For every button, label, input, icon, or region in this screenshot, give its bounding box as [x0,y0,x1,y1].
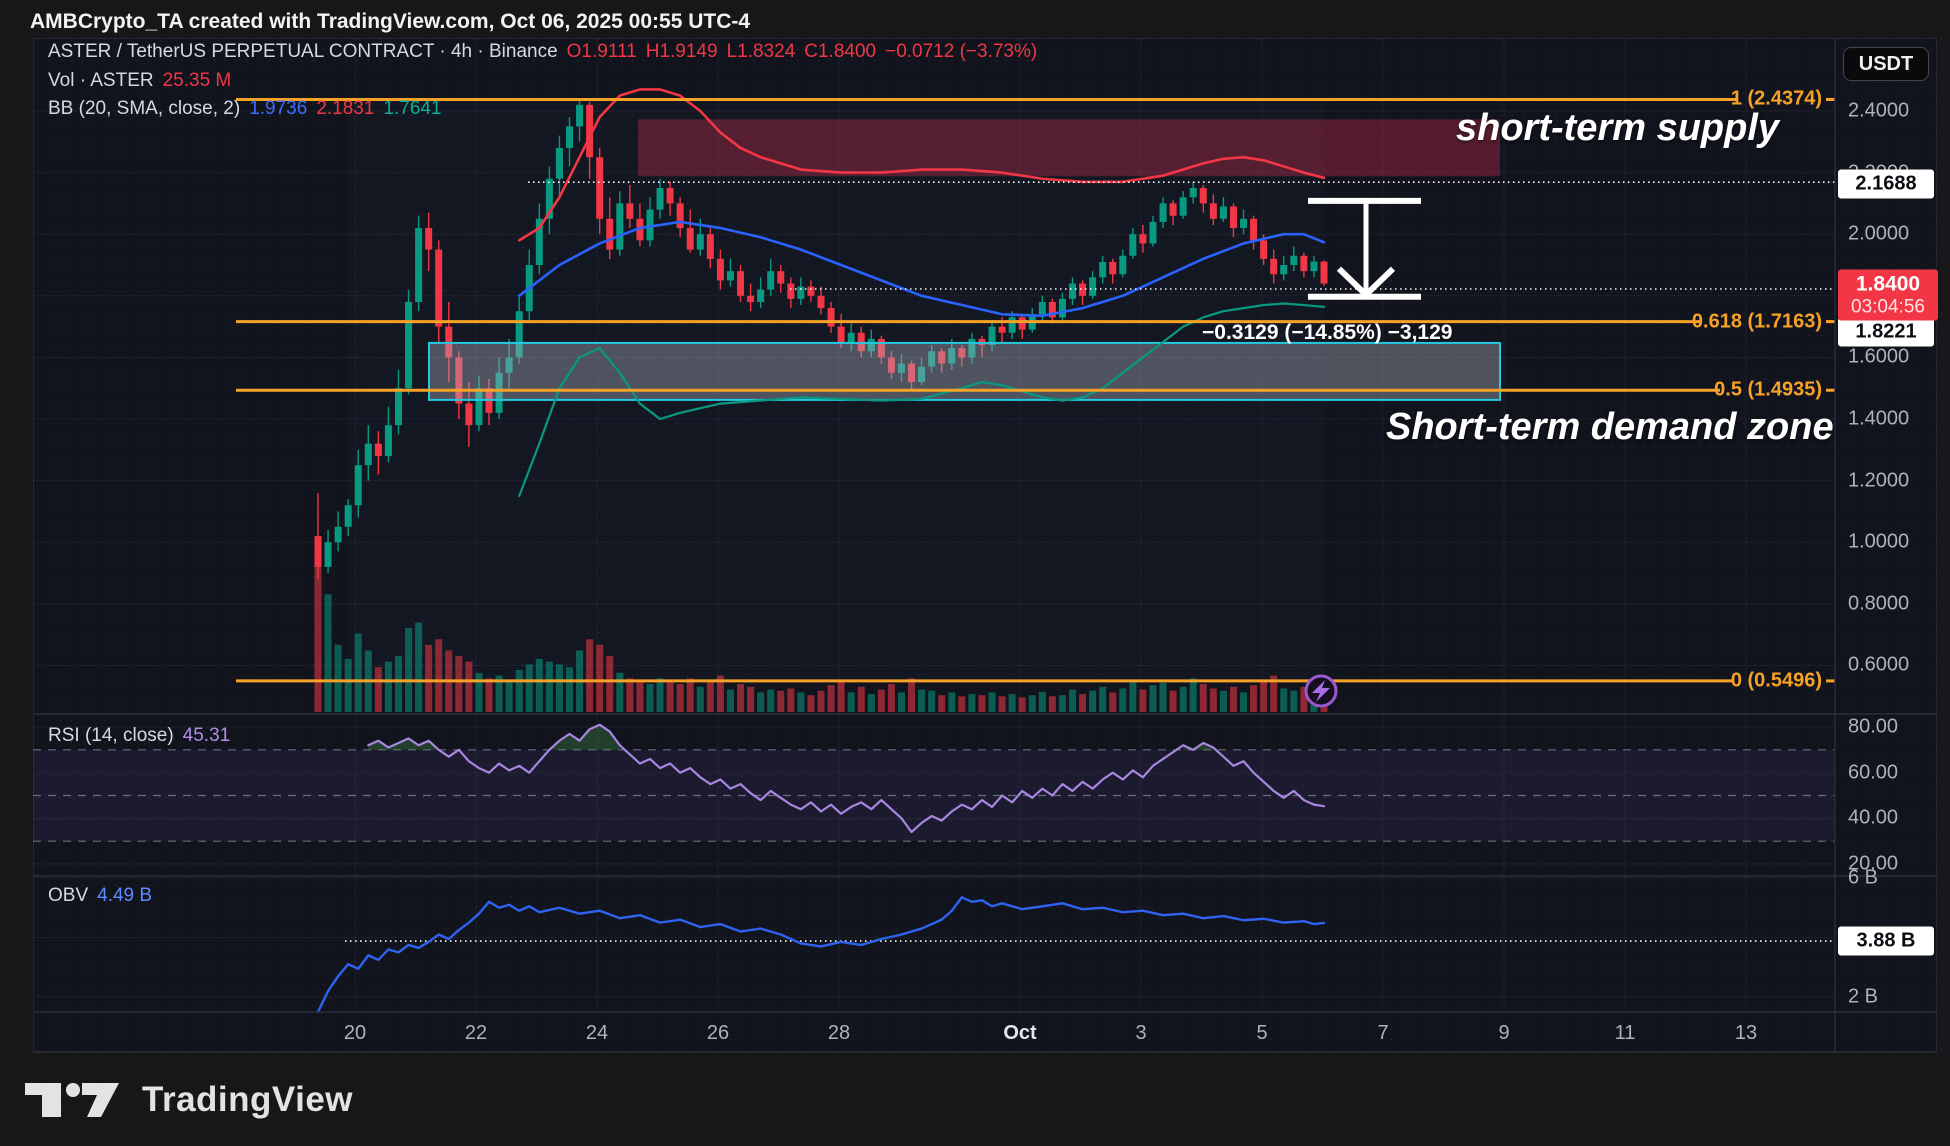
price-scale-tick[interactable]: 2.4000 [1848,99,1910,122]
currency-toggle-button[interactable]: USDT [1843,47,1929,81]
ohlc-high: H1.9149 [645,41,718,62]
time-axis-label[interactable]: 11 [1614,1022,1636,1044]
price-scale-tick[interactable]: 0.8000 [1848,592,1910,615]
price-scale-tick[interactable]: 1.6000 [1848,345,1910,368]
symbol-title[interactable]: ASTER / TetherUS PERPETUAL CONTRACT · 4h… [48,41,558,62]
bb-legend[interactable]: BB (20, SMA, close, 2) 1.9736 2.1831 1.7… [48,97,442,121]
volume-value: 25.35 M [162,70,232,91]
time-axis-label[interactable]: 20 [343,1022,367,1044]
time-axis-label[interactable]: 5 [1256,1022,1268,1044]
price-scale-tick[interactable]: 2.0000 [1848,222,1910,245]
rsi-value: 45.31 [182,725,231,746]
tradingview-logo-icon [25,1083,119,1117]
current-price-label: 1.8400 03:04:56 [1838,269,1938,321]
volume-legend[interactable]: Vol · ASTER 25.35 M [48,69,231,93]
ohlc-open: O1.9111 [566,41,637,62]
time-axis-label[interactable]: 3 [1135,1022,1147,1044]
ohlc-change: −0.0712 (−3.73%) [885,41,1038,62]
symbol-legend[interactable]: ASTER / TetherUS PERPETUAL CONTRACT · 4h… [48,40,1037,64]
high-price-marker: 2.1688 [1838,169,1934,199]
fib-level-label[interactable]: 0 (0.5496) [1730,669,1822,692]
fib-level-label[interactable]: 0.5 (1.4935) [1714,378,1822,401]
price-scale-tick[interactable]: 0.6000 [1848,653,1910,676]
tradingview-logo[interactable]: TradingView [25,1078,353,1122]
time-axis-label[interactable]: 28 [827,1022,851,1044]
bb-lower-value: 1.7641 [383,98,442,119]
time-axis-label[interactable]: 24 [585,1022,609,1044]
watermark-header: AMBCrypto_TA created with TradingView.co… [30,10,751,33]
rsi-scale-tick[interactable]: 40.00 [1848,806,1899,829]
time-axis-label[interactable]: 22 [464,1022,488,1044]
price-scale-tick[interactable]: 1.0000 [1848,530,1910,553]
obv-label[interactable]: OBV [48,885,89,906]
demand-annotation[interactable]: Short-term demand zone [1386,406,1834,448]
price-scale-tick[interactable]: 1.4000 [1848,407,1910,430]
time-axis-label[interactable]: Oct [1003,1022,1037,1044]
obv-scale-tick[interactable]: 2 B [1848,985,1879,1008]
volume-label[interactable]: Vol · ASTER [48,70,154,91]
bar-countdown: 03:04:56 [1851,296,1925,318]
obv-marker-label: 3.88 B [1838,926,1934,956]
current-price-value: 1.8400 [1855,272,1921,296]
bb-basis-value: 1.9736 [249,98,308,119]
obv-value: 4.49 B [97,885,153,906]
bb-label[interactable]: BB (20, SMA, close, 2) [48,98,241,119]
obv-legend[interactable]: OBV 4.49 B [48,884,152,908]
tradingview-logo-text: TradingView [142,1080,354,1119]
time-axis-label[interactable]: 9 [1498,1022,1510,1044]
rsi-scale-tick[interactable]: 80.00 [1848,715,1899,738]
supply-annotation[interactable]: short-term supply [1456,107,1780,149]
time-axis-label[interactable]: 26 [706,1022,730,1044]
rsi-label[interactable]: RSI (14, close) [48,725,174,746]
rsi-scale-tick[interactable]: 20.00 [1848,852,1899,875]
rsi-scale-tick[interactable]: 60.00 [1848,761,1899,784]
low-price-marker: 1.8221 [1838,317,1934,347]
measure-label[interactable]: −0.3129 (−14.85%) −3,129 [1202,321,1453,344]
price-scale-tick[interactable]: 1.2000 [1848,469,1910,492]
obv-scale-tick[interactable]: 6 B [1848,866,1879,889]
bb-upper-value: 2.1831 [316,98,375,119]
fib-level-label[interactable]: 1 (2.4374) [1730,87,1822,110]
ohlc-low: L1.8324 [726,41,796,62]
time-axis-label[interactable]: 13 [1734,1022,1758,1044]
time-axis-label[interactable]: 7 [1377,1022,1389,1044]
fib-level-label[interactable]: 0.618 (1.7163) [1691,310,1822,333]
chart-widget [33,38,1937,1052]
ohlc-close: C1.8400 [804,41,877,62]
rsi-legend[interactable]: RSI (14, close) 45.31 [48,724,230,748]
